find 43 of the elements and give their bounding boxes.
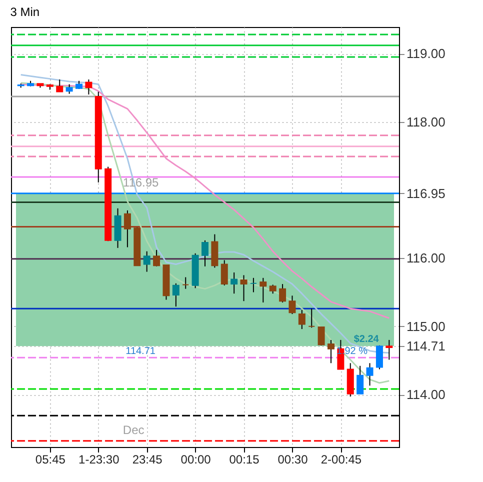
candlestick (143, 250, 150, 272)
x-tick-label: 00:30 (278, 452, 308, 466)
x-tick-label: 2-00:45 (320, 452, 362, 466)
x-tick-label: 05:45 (35, 452, 66, 466)
y-tick-label: 115.00 (406, 318, 446, 334)
y-tick-label: 119.00 (406, 46, 446, 62)
candlestick (230, 272, 238, 294)
annotation: $2.24 (354, 334, 380, 346)
candlestick (356, 365, 364, 394)
candlestick (202, 240, 208, 267)
candlestick (298, 309, 306, 330)
x-tick-label: 23:45 (132, 452, 163, 466)
y-tick-label: 118.00 (406, 114, 446, 130)
x-tick-label: 1-23:30 (78, 452, 120, 466)
candlestick (386, 339, 393, 360)
chart-title: 3 Min (10, 5, 40, 19)
candlestick (366, 362, 374, 386)
candlestick (182, 276, 190, 290)
candlestick (250, 277, 257, 293)
ref-line-label: Dec (122, 422, 144, 437)
candlestick (288, 295, 296, 315)
candlestick (260, 277, 267, 303)
candlestick (220, 260, 228, 286)
candlestick (66, 84, 73, 94)
candlestick (85, 79, 92, 95)
candlestick (376, 344, 383, 370)
candlestick (328, 339, 334, 364)
candlestick (172, 282, 180, 308)
candlestick (56, 79, 64, 92)
x-tick-label: 00:00 (180, 452, 212, 466)
y-tick-label: 116.95 (406, 186, 446, 201)
candlestick (124, 210, 131, 248)
y-tick-label: 114.00 (406, 387, 446, 402)
candlestick (211, 234, 218, 268)
annotation: 114.71 (126, 346, 156, 358)
candlestick (318, 326, 325, 346)
candlestick (279, 284, 286, 303)
x-tick-label: 00:15 (229, 452, 260, 466)
candlestick (153, 249, 160, 267)
y-tick-label: 114.71 (406, 338, 446, 354)
candlestick (240, 274, 248, 302)
candlestick (308, 308, 316, 328)
y-tick-label: 116.00 (406, 250, 446, 266)
